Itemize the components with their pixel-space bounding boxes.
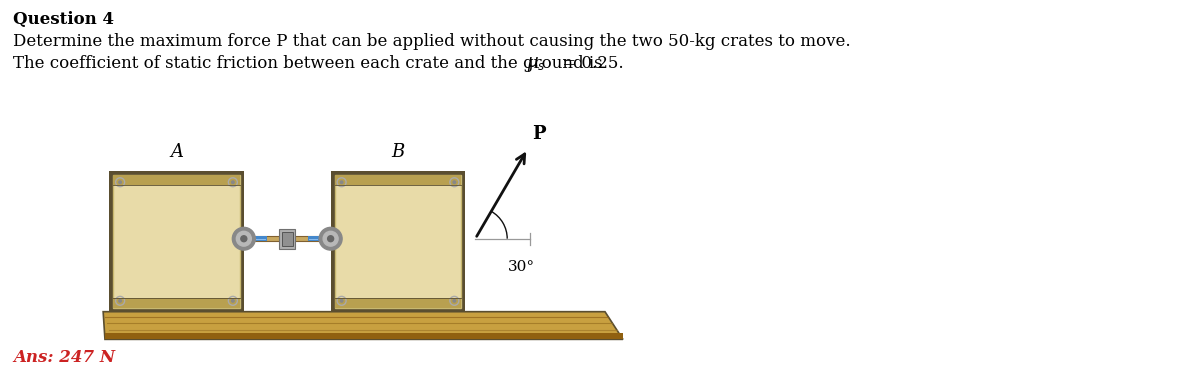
Bar — [257, 238, 265, 240]
Bar — [256, 236, 266, 241]
Circle shape — [454, 181, 456, 183]
Text: = 0.25.: = 0.25. — [557, 55, 624, 72]
Circle shape — [454, 299, 456, 302]
Bar — [113, 175, 240, 308]
Bar — [308, 238, 318, 240]
Text: $\mu_s$: $\mu_s$ — [527, 55, 546, 73]
Text: P: P — [532, 125, 545, 143]
Circle shape — [328, 236, 334, 242]
Circle shape — [236, 231, 251, 246]
Bar — [335, 298, 461, 308]
Text: A: A — [170, 144, 182, 161]
Bar — [254, 236, 319, 241]
Circle shape — [341, 181, 343, 183]
Circle shape — [341, 299, 343, 302]
Bar — [109, 171, 244, 312]
Circle shape — [233, 227, 256, 250]
Bar — [335, 175, 461, 185]
Polygon shape — [104, 333, 623, 339]
Text: Question 4: Question 4 — [13, 11, 114, 28]
Bar — [113, 175, 240, 185]
Circle shape — [232, 181, 234, 183]
Circle shape — [319, 227, 342, 250]
Bar — [280, 229, 295, 248]
Bar — [335, 175, 461, 308]
Text: Ans: 247 N: Ans: 247 N — [13, 349, 115, 366]
Text: B: B — [391, 144, 404, 161]
Polygon shape — [103, 312, 623, 339]
Text: 30°: 30° — [509, 260, 535, 275]
Bar — [282, 232, 293, 246]
Bar — [331, 171, 466, 312]
Circle shape — [323, 231, 338, 246]
Circle shape — [241, 236, 247, 242]
Bar — [307, 236, 319, 241]
Circle shape — [232, 299, 234, 302]
Circle shape — [119, 181, 121, 183]
Text: The coefficient of static friction between each crate and the ground is: The coefficient of static friction betwe… — [13, 55, 608, 72]
Bar — [113, 298, 240, 308]
Circle shape — [119, 299, 121, 302]
Text: Determine the maximum force P that can be applied without causing the two 50-kg : Determine the maximum force P that can b… — [13, 33, 851, 50]
